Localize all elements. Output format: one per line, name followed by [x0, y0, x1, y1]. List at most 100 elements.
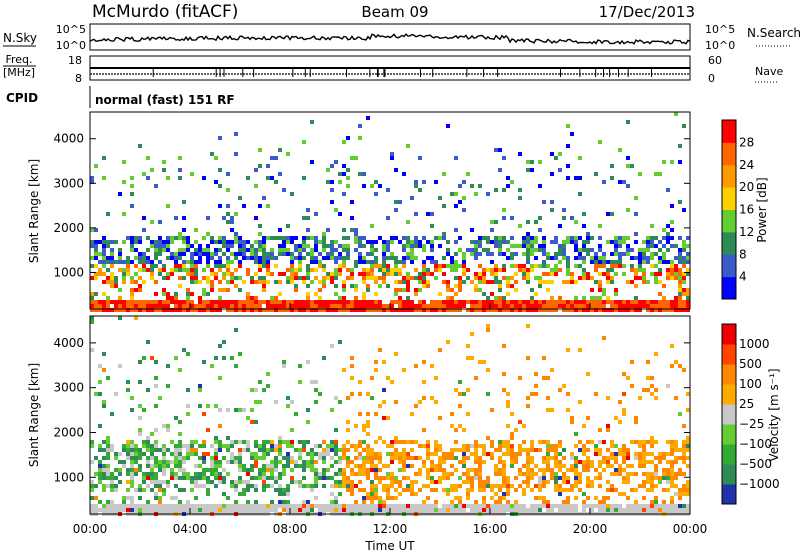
heatmap-cell — [434, 180, 438, 184]
heatmap-cell — [478, 264, 482, 268]
colorbar-tick-label: 25 — [739, 397, 754, 411]
heatmap-cell — [470, 476, 474, 480]
heatmap-cell — [562, 508, 566, 512]
heatmap-cell — [138, 416, 142, 420]
heatmap-cell — [394, 480, 398, 484]
heatmap-cell — [534, 392, 538, 396]
heatmap-cell — [634, 240, 638, 244]
heatmap-cell — [342, 256, 346, 260]
heatmap-cell — [562, 500, 566, 504]
heatmap-cell — [198, 256, 202, 260]
heatmap-cell — [622, 304, 626, 308]
heatmap-cell — [302, 244, 306, 248]
heatmap-cell — [638, 508, 642, 512]
heatmap-cell — [394, 264, 398, 268]
heatmap-cell — [446, 288, 450, 292]
heatmap-cell — [490, 508, 494, 512]
heatmap-cell — [310, 308, 314, 312]
heatmap-cell — [178, 500, 182, 504]
heatmap-cell — [398, 460, 402, 464]
heatmap-cell — [90, 244, 94, 248]
heatmap-cell — [318, 288, 322, 292]
heatmap-cell — [130, 464, 134, 468]
heatmap-cell — [406, 456, 410, 460]
heatmap-cell — [670, 496, 674, 500]
heatmap-cell — [286, 508, 290, 512]
heatmap-cell — [170, 468, 174, 472]
heatmap-cell — [574, 236, 578, 240]
heatmap-cell — [138, 488, 142, 492]
heatmap-cell — [422, 236, 426, 240]
heatmap-cell — [110, 276, 114, 280]
heatmap-cell — [254, 168, 258, 172]
heatmap-cell — [146, 464, 150, 468]
heatmap-cell — [534, 264, 538, 268]
heatmap-cell — [158, 236, 162, 240]
heatmap-cell — [486, 296, 490, 300]
heatmap-cell — [114, 392, 118, 396]
heatmap-cell — [126, 388, 130, 392]
heatmap-cell — [582, 276, 586, 280]
heatmap-cell — [258, 248, 262, 252]
heatmap-cell — [290, 456, 294, 460]
heatmap-cell — [370, 496, 374, 500]
heatmap-cell — [94, 308, 98, 312]
heatmap-cell — [586, 484, 590, 488]
heatmap-cell — [474, 444, 478, 448]
heatmap-cell — [98, 240, 102, 244]
heatmap-cell — [622, 272, 626, 276]
heatmap-cell — [394, 452, 398, 456]
heatmap-cell — [406, 440, 410, 444]
heatmap-cell — [366, 424, 370, 428]
heatmap-cell — [410, 260, 414, 264]
heatmap-cell — [150, 240, 154, 244]
heatmap-cell — [202, 292, 206, 296]
heatmap-cell — [582, 248, 586, 252]
heatmap-cell — [290, 468, 294, 472]
heatmap-cell — [366, 392, 370, 396]
heatmap-cell — [566, 496, 570, 500]
heatmap-cell — [650, 244, 654, 248]
heatmap-cell — [338, 244, 342, 248]
heatmap-cell — [658, 452, 662, 456]
heatmap-cell — [206, 244, 210, 248]
heatmap-cell — [178, 176, 182, 180]
heatmap-cell — [106, 500, 110, 504]
heatmap-cell — [322, 244, 326, 248]
heatmap-cell — [558, 444, 562, 448]
heatmap-cell — [570, 488, 574, 492]
heatmap-cell — [550, 368, 554, 372]
heatmap-cell — [518, 188, 522, 192]
heatmap-cell — [654, 456, 658, 460]
heatmap-cell — [314, 292, 318, 296]
heatmap-cell — [666, 304, 670, 308]
heatmap-cell — [590, 304, 594, 308]
heatmap-cell — [390, 380, 394, 384]
heatmap-cell — [634, 304, 638, 308]
heatmap-cell — [466, 388, 470, 392]
heatmap-cell — [458, 264, 462, 268]
heatmap-cell — [306, 300, 310, 304]
heatmap-cell — [150, 488, 154, 492]
heatmap-cell — [338, 504, 342, 508]
heatmap-cell — [254, 256, 258, 260]
heatmap-cell — [154, 280, 158, 284]
heatmap-cell — [446, 340, 450, 344]
heatmap-cell — [294, 300, 298, 304]
heatmap-cell — [578, 476, 582, 480]
heatmap-cell — [178, 432, 182, 436]
heatmap-cell — [610, 440, 614, 444]
colorbar-tick-label: −100 — [739, 437, 772, 451]
heatmap-cell — [462, 260, 466, 264]
heatmap-cell — [642, 268, 646, 272]
heatmap-cell — [450, 300, 454, 304]
heatmap-cell — [182, 252, 186, 256]
heatmap-cell — [118, 460, 122, 464]
heatmap-cell — [238, 476, 242, 480]
heatmap-cell — [266, 308, 270, 312]
heatmap-cell — [522, 276, 526, 280]
heatmap-cell — [178, 508, 182, 512]
heatmap-cell — [494, 448, 498, 452]
heatmap-cell — [498, 460, 502, 464]
heatmap-cell — [102, 368, 106, 372]
